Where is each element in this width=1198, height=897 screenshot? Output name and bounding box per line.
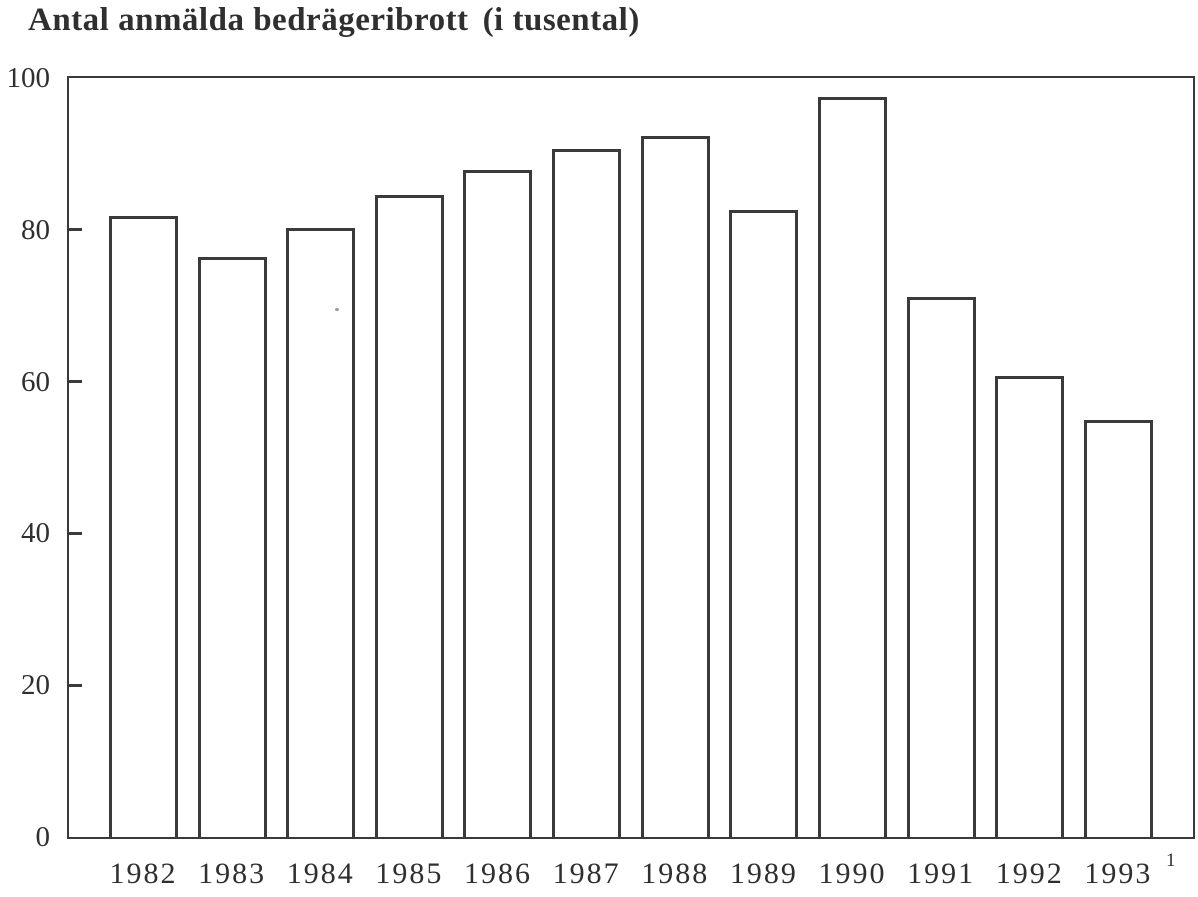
y-axis-label: 0: [35, 821, 51, 853]
bar-1992: [995, 375, 1065, 837]
chart-title: Antal anmälda bedrägeribrott (i tusental): [28, 2, 640, 39]
bar-1991: [906, 296, 976, 837]
chart-title-text: Antal anmälda bedrägeribrott: [28, 2, 469, 38]
x-axis-label-1987: 1987: [552, 857, 621, 890]
y-axis-label: 60: [21, 365, 50, 398]
footnote-marker: 1: [1166, 850, 1176, 871]
x-axis-label-1992: 1992: [995, 857, 1064, 890]
bar-1982: [109, 216, 178, 837]
x-axis-label-1986: 1986: [463, 857, 532, 890]
bar-1993: [1083, 419, 1153, 837]
bar-1990: [817, 96, 887, 837]
bar-1986: [463, 169, 533, 837]
x-axis-label-1982: 1982: [109, 857, 178, 890]
bar-1989: [729, 210, 799, 837]
bar-1984: [286, 228, 356, 837]
x-axis-label-1985: 1985: [375, 857, 444, 890]
x-axis-label-1989: 1989: [729, 857, 798, 890]
chart-title-unit: (i tusental): [482, 2, 640, 38]
x-axis-label-1990: 1990: [818, 857, 887, 890]
x-axis-label-1984: 1984: [286, 857, 355, 890]
y-axis-label: 100: [6, 62, 51, 94]
x-axis-label-1991: 1991: [907, 857, 976, 890]
x-axis-label-1983: 1983: [198, 857, 267, 890]
scan-artifact-speck: [335, 308, 339, 311]
bar-1987: [552, 149, 622, 837]
y-axis-tick: [69, 683, 82, 687]
y-axis-tick: [69, 531, 82, 535]
bar-1985: [374, 194, 444, 837]
y-axis-label: 80: [21, 213, 50, 246]
y-axis-label: 20: [21, 669, 50, 702]
bar-1988: [640, 135, 710, 837]
y-axis-tick: [69, 380, 82, 384]
x-axis-label-1993: 1993: [1084, 857, 1153, 890]
x-axis-label-1988: 1988: [641, 857, 710, 890]
y-axis-label: 40: [21, 517, 50, 550]
bar-1983: [197, 257, 267, 837]
y-axis-tick: [69, 228, 82, 232]
plot-area: [67, 76, 1195, 839]
